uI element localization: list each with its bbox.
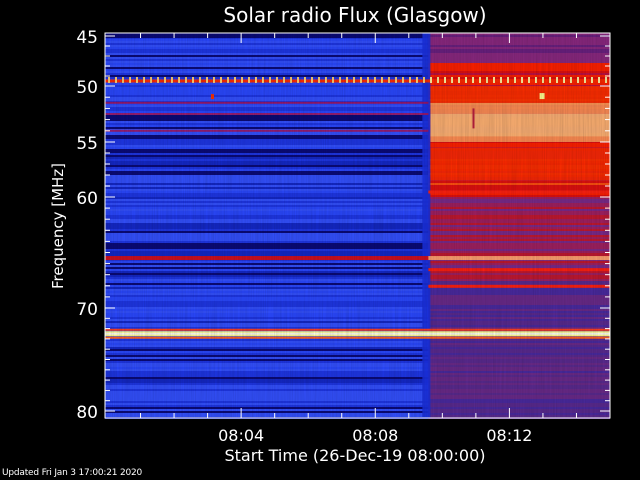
plot-area: [105, 33, 610, 419]
x-axis-label: Start Time (26-Dec-19 08:00:00): [224, 446, 485, 465]
y-tick-label: 70: [76, 300, 98, 320]
y-tick-label: 50: [76, 78, 98, 98]
x-tick-label: 08:12: [486, 426, 532, 445]
axes: 45 50 55 60 70 80 08:04 08:08 08:12: [76, 28, 611, 445]
plot-frame: [104, 32, 611, 419]
y-axis-label: Frequency [MHz]: [49, 163, 67, 289]
x-tick-label: 08:04: [218, 426, 264, 445]
x-tick-label: 08:08: [352, 426, 398, 445]
chart-title: Solar radio Flux (Glasgow): [223, 3, 486, 27]
y-tick-label: 55: [76, 134, 98, 154]
y-tick-label: 80: [76, 403, 98, 423]
texture-overlay: [105, 33, 610, 418]
y-tick-label: 60: [76, 189, 98, 209]
updated-timestamp: Updated Fri Jan 3 17:00:21 2020: [2, 468, 143, 478]
y-tick-label: 45: [76, 28, 98, 48]
